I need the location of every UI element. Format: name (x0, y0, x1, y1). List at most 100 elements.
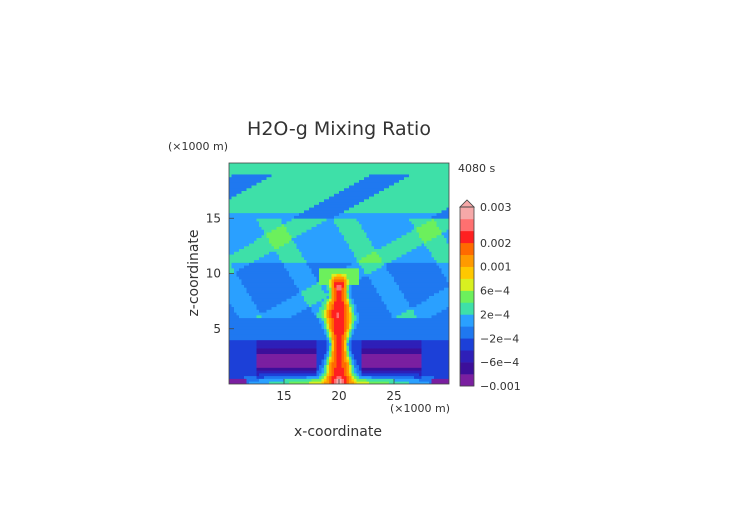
contour-cell (361, 265, 365, 269)
contour-cell (356, 292, 360, 296)
contour-cell (261, 295, 265, 299)
contour-cell (341, 350, 345, 355)
contour-cell (274, 218, 277, 222)
contour-cell (264, 317, 267, 321)
contour-cell (311, 370, 315, 374)
contour-cell (244, 356, 247, 360)
contour-cell (379, 306, 382, 310)
contour-cell (249, 221, 252, 225)
contour-cell (306, 209, 310, 214)
contour-cell (276, 350, 280, 355)
contour-cell (324, 364, 327, 368)
contour-cell (381, 174, 385, 178)
contour-cell (294, 262, 297, 266)
contour-cell (294, 353, 297, 357)
contour-cell (251, 174, 255, 178)
contour-cell (271, 243, 275, 247)
contour-cell (241, 367, 245, 371)
contour-cell (381, 303, 385, 308)
contour-cell (234, 359, 237, 363)
contour-cell (366, 196, 370, 200)
contour-cell (294, 198, 297, 203)
contour-cell (249, 359, 252, 363)
contour-cell (246, 171, 250, 175)
contour-cell (234, 270, 237, 274)
contour-cell (244, 243, 247, 247)
contour-cell (376, 345, 380, 349)
contour-cell (321, 367, 325, 371)
contour-cell (319, 361, 322, 366)
contour-cell (286, 375, 290, 379)
contour-cell (274, 243, 277, 247)
contour-cell (351, 381, 355, 384)
contour-cell (331, 265, 335, 269)
contour-cell (294, 212, 297, 216)
contour-cell (334, 337, 337, 341)
contour-cell (351, 281, 355, 285)
contour-cell (281, 234, 285, 238)
contour-cell (364, 254, 367, 258)
contour-cell (266, 209, 270, 214)
contour-cell (351, 243, 355, 247)
contour-cell (349, 174, 352, 178)
contour-cell (349, 353, 352, 357)
contour-cell (341, 179, 345, 183)
contour-cell (339, 262, 342, 266)
contour-cell (369, 204, 372, 208)
contour-cell (299, 201, 302, 205)
contour-cell (269, 179, 272, 183)
contour-cell (259, 201, 262, 205)
contour-cell (264, 229, 267, 233)
contour-cell (316, 375, 320, 379)
contour-cell (359, 287, 362, 291)
contour-cell (321, 353, 325, 357)
contour-cell (309, 290, 312, 294)
contour-cell (246, 204, 250, 208)
contour-cell (291, 356, 295, 360)
contour-cell (379, 281, 382, 285)
contour-cell (251, 212, 255, 216)
contour-cell (251, 292, 255, 296)
contour-cell (381, 259, 385, 263)
contour-cell (249, 337, 252, 341)
contour-cell (359, 375, 362, 379)
contour-cell (371, 179, 375, 183)
contour-cell (356, 234, 360, 238)
contour-cell (304, 204, 307, 208)
contour-cell (264, 348, 267, 352)
contour-cell (366, 372, 370, 377)
contour-cell (321, 185, 325, 189)
contour-cell (331, 381, 335, 384)
contour-cell (246, 176, 250, 180)
contour-cell (369, 323, 372, 327)
contour-cell (284, 193, 287, 197)
contour-cell (376, 309, 380, 313)
contour-cell (301, 284, 305, 288)
contour-cell (274, 334, 277, 338)
contour-cell (261, 232, 265, 236)
contour-cell (241, 378, 245, 382)
contour-cell (346, 378, 350, 382)
contour-cell (266, 298, 270, 302)
contour-cell (354, 281, 357, 285)
contour-cell (269, 334, 272, 338)
contour-cell (279, 306, 282, 310)
contour-cell (311, 212, 315, 216)
contour-cell (321, 281, 325, 285)
contour-cell (276, 359, 280, 363)
contour-cell (329, 198, 332, 203)
contour-cell (321, 301, 325, 305)
contour-cell (296, 187, 300, 192)
contour-cell (329, 359, 332, 363)
contour-cell (374, 339, 377, 343)
contour-cell (259, 196, 262, 200)
contour-cell (304, 312, 307, 316)
contour-cell (291, 339, 295, 343)
contour-cell (229, 331, 232, 335)
contour-cell (304, 229, 307, 233)
contour-cell (231, 168, 235, 172)
contour-cell (236, 320, 240, 324)
contour-cell (316, 256, 320, 261)
contour-cell (241, 339, 245, 343)
contour-cell (334, 209, 337, 214)
